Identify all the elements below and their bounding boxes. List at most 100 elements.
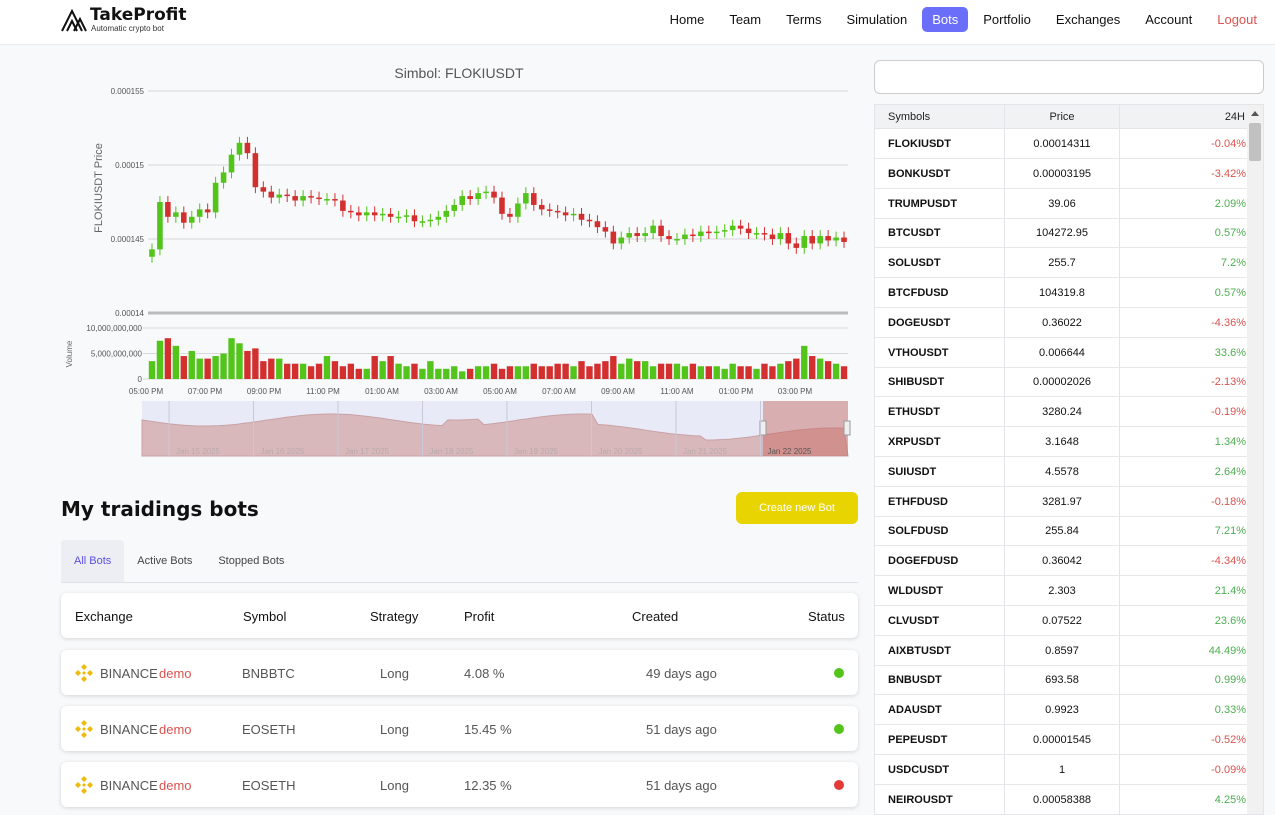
candle[interactable] xyxy=(602,227,609,232)
market-row[interactable]: FLOKIUSDT 0.00014311 -0.04% xyxy=(875,129,1247,159)
candle[interactable] xyxy=(801,236,808,248)
nav-account[interactable]: Account xyxy=(1145,12,1193,27)
candle[interactable] xyxy=(204,209,211,213)
candle[interactable] xyxy=(419,221,426,223)
candle[interactable] xyxy=(729,225,736,231)
nav-team[interactable]: Team xyxy=(729,12,762,27)
tab-active-bots[interactable]: Active Bots xyxy=(137,555,193,567)
candle[interactable] xyxy=(666,236,672,239)
candle[interactable] xyxy=(809,236,815,244)
market-row[interactable]: PEPEUSDT 0.00001545 -0.52% xyxy=(875,725,1247,755)
candle[interactable] xyxy=(324,199,330,201)
candle[interactable] xyxy=(459,196,465,205)
candle[interactable] xyxy=(308,196,314,198)
candle[interactable] xyxy=(610,231,617,244)
candle[interactable] xyxy=(570,213,577,216)
candle[interactable] xyxy=(554,210,561,213)
table-row[interactable]: BINANCE demo EOSETH Long 15.45 % 51 days… xyxy=(61,706,858,751)
candle[interactable] xyxy=(268,191,275,198)
market-row[interactable]: VTHOUSDT 0.006644 33.6% xyxy=(875,338,1247,368)
brand-logo[interactable]: TakeProfit Automatic crypto bot xyxy=(61,6,187,34)
candle[interactable] xyxy=(379,213,386,216)
market-row[interactable]: DOGEFDUSD 0.36042 -4.34% xyxy=(875,546,1247,577)
nav-simulation[interactable]: Simulation xyxy=(846,12,908,27)
candle[interactable] xyxy=(578,213,585,220)
scrollbar-thumb[interactable] xyxy=(1249,123,1261,161)
tab-all-bots[interactable]: All Bots xyxy=(61,540,125,582)
candle[interactable] xyxy=(531,193,537,205)
candle[interactable] xyxy=(538,204,545,210)
candle[interactable] xyxy=(212,182,219,213)
table-row[interactable]: BINANCE demo EOSETH Long 12.35 % 51 days… xyxy=(61,762,858,807)
candle[interactable] xyxy=(674,239,680,241)
market-row[interactable]: AIXBTUSDT 0.8597 44.49% xyxy=(875,636,1247,666)
nav-bots[interactable]: Bots xyxy=(922,7,969,32)
candle[interactable] xyxy=(586,219,593,222)
market-row[interactable]: BTCUSDT 104272.95 0.57% xyxy=(875,218,1247,249)
candle[interactable] xyxy=(475,193,481,200)
market-scrollbar[interactable] xyxy=(1247,105,1263,814)
candle[interactable] xyxy=(395,216,402,219)
candle[interactable] xyxy=(737,225,744,229)
candle[interactable] xyxy=(546,209,553,211)
col-created[interactable]: Created xyxy=(632,609,679,624)
candle[interactable] xyxy=(713,231,720,234)
col-profit[interactable]: Profit xyxy=(464,609,495,624)
candle[interactable] xyxy=(594,221,601,228)
price-chart[interactable]: Simbol: FLOKIUSDT FLOKIUSDT Price Volume… xyxy=(60,58,858,460)
candle[interactable] xyxy=(196,209,203,217)
symbol-search-input[interactable] xyxy=(874,60,1264,94)
candle[interactable] xyxy=(491,191,497,198)
candle[interactable] xyxy=(467,196,473,200)
candle[interactable] xyxy=(363,212,370,216)
col-symbols[interactable]: Symbols xyxy=(888,111,931,123)
market-row[interactable]: SOLUSDT 255.7 7.2% xyxy=(875,248,1247,279)
candle[interactable] xyxy=(523,193,529,204)
candle[interactable] xyxy=(244,142,251,154)
candle[interactable] xyxy=(682,234,688,239)
table-row[interactable]: BINANCE demo BNBBTC Long 4.08 % 49 days … xyxy=(61,650,858,695)
market-row[interactable]: SUIUSDT 4.5578 2.64% xyxy=(875,457,1247,487)
nav-logout[interactable]: Logout xyxy=(1217,12,1257,27)
candle[interactable] xyxy=(785,233,792,244)
candle[interactable] xyxy=(698,231,704,237)
candle[interactable] xyxy=(753,233,760,235)
market-row[interactable]: BNBUSDT 693.58 0.99% xyxy=(875,665,1247,696)
create-bot-button[interactable]: Create new Bot xyxy=(736,492,858,524)
market-row[interactable]: SOLFDUSD 255.84 7.21% xyxy=(875,516,1247,547)
col-symbol[interactable]: Symbol xyxy=(243,609,287,624)
candle[interactable] xyxy=(499,197,505,214)
candle[interactable] xyxy=(403,215,410,217)
candle[interactable] xyxy=(340,200,346,211)
col-strategy[interactable]: Strategy xyxy=(370,609,419,624)
navigator-selection[interactable] xyxy=(763,401,848,456)
candle[interactable] xyxy=(165,202,171,217)
candle[interactable] xyxy=(356,212,362,216)
candle[interactable] xyxy=(483,191,489,194)
candle[interactable] xyxy=(642,233,648,237)
candle[interactable] xyxy=(507,213,513,217)
candle[interactable] xyxy=(173,212,179,217)
nav-exchanges[interactable]: Exchanges xyxy=(1055,12,1121,27)
col-status[interactable]: Status xyxy=(808,609,845,624)
candle[interactable] xyxy=(706,231,712,234)
candle[interactable] xyxy=(411,215,418,222)
market-row[interactable]: ETHUSDT 3280.24 -0.19% xyxy=(875,397,1247,428)
nav-home[interactable]: Home xyxy=(669,12,705,27)
market-row[interactable]: SHIBUSDT 0.00002026 -2.13% xyxy=(875,367,1247,398)
candle[interactable] xyxy=(157,202,163,250)
candle[interactable] xyxy=(236,142,243,155)
candle[interactable] xyxy=(690,234,696,237)
candle[interactable] xyxy=(515,203,521,217)
candle[interactable] xyxy=(181,212,187,223)
candle[interactable] xyxy=(316,197,322,200)
candle[interactable] xyxy=(188,216,195,223)
candle[interactable] xyxy=(451,204,458,211)
candle[interactable] xyxy=(650,225,656,234)
nav-terms[interactable]: Terms xyxy=(786,12,822,27)
candle[interactable] xyxy=(618,237,625,244)
market-row[interactable]: NEIROUSDT 0.00058388 4.25% xyxy=(875,785,1247,814)
candle[interactable] xyxy=(220,172,227,183)
candle[interactable] xyxy=(348,210,354,213)
col-24h[interactable]: 24H xyxy=(1224,111,1245,123)
